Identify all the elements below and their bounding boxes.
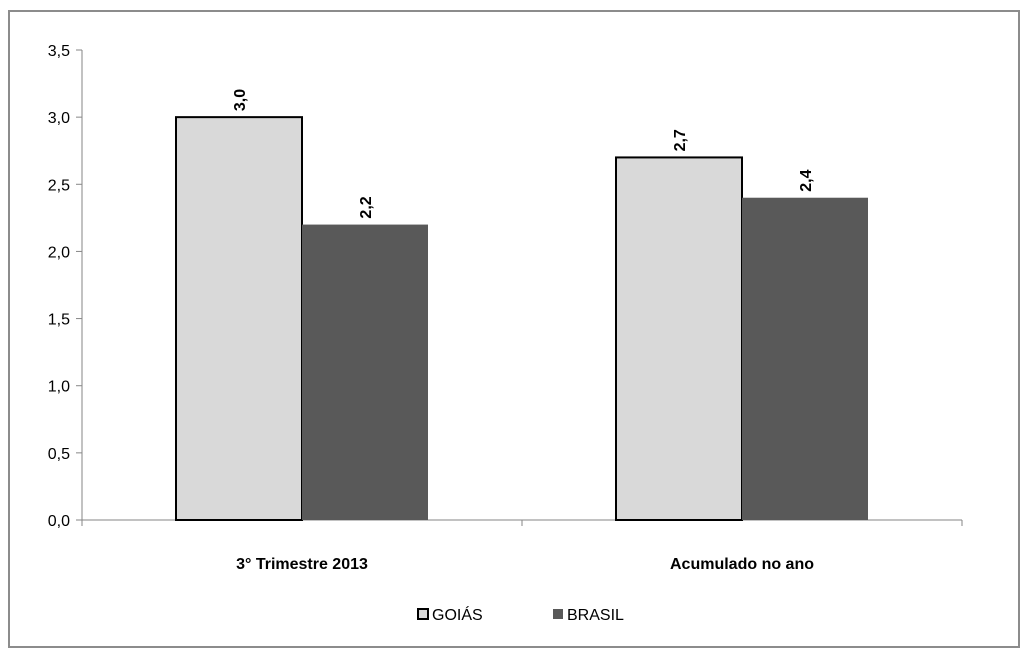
y-tick-label: 1,0	[48, 379, 70, 396]
data-label: 2,7	[672, 129, 689, 151]
data-label: 2,2	[358, 196, 375, 218]
bar	[742, 197, 868, 520]
data-label: 3,0	[232, 89, 249, 111]
x-category-label: Acumulado no ano	[670, 556, 814, 573]
y-tick-label: 2,5	[48, 177, 70, 194]
legend: GOIÁS BRASIL	[417, 605, 624, 624]
legend-swatch	[417, 608, 429, 620]
y-axis: 0,0 0,5 1,0 1,5 2,0 2,5 3,0 3,5	[48, 43, 83, 530]
legend-label: GOIÁS	[432, 605, 483, 624]
x-axis: 3° Trimestre 2013 Acumulado no ano	[81, 519, 963, 573]
bars	[175, 116, 868, 522]
y-tick-label: 2,0	[48, 244, 70, 261]
y-tick-label: 3,0	[48, 110, 70, 127]
bar	[175, 116, 303, 522]
data-label: 2,4	[798, 169, 815, 191]
legend-label: BRASIL	[567, 607, 624, 624]
y-tick-label: 0,0	[48, 513, 70, 530]
y-tick-label: 3,5	[48, 43, 70, 60]
bar	[615, 156, 743, 522]
data-labels: 3,0 2,2 2,7 2,4	[232, 89, 815, 219]
legend-swatch	[553, 609, 563, 619]
x-category-label: 3° Trimestre 2013	[236, 556, 368, 573]
bar	[302, 224, 428, 521]
y-tick-label: 1,5	[48, 312, 70, 329]
y-tick-label: 0,5	[48, 446, 70, 463]
